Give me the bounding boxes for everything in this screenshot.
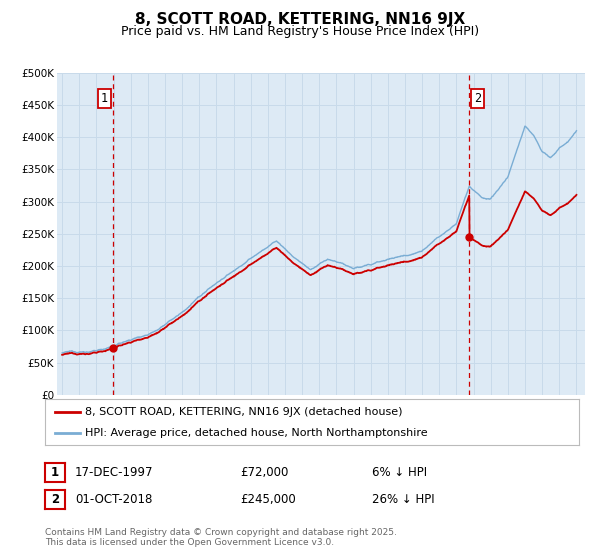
Text: 1: 1	[101, 92, 108, 105]
Text: Contains HM Land Registry data © Crown copyright and database right 2025.
This d: Contains HM Land Registry data © Crown c…	[45, 528, 397, 547]
Text: 01-OCT-2018: 01-OCT-2018	[75, 493, 152, 506]
Text: 8, SCOTT ROAD, KETTERING, NN16 9JX (detached house): 8, SCOTT ROAD, KETTERING, NN16 9JX (deta…	[85, 407, 403, 417]
Text: Price paid vs. HM Land Registry's House Price Index (HPI): Price paid vs. HM Land Registry's House …	[121, 25, 479, 38]
Text: 2: 2	[51, 493, 59, 506]
Text: 1: 1	[51, 465, 59, 479]
Text: 6% ↓ HPI: 6% ↓ HPI	[372, 465, 427, 479]
Text: £72,000: £72,000	[240, 465, 289, 479]
Text: 2: 2	[474, 92, 481, 105]
Text: 26% ↓ HPI: 26% ↓ HPI	[372, 493, 434, 506]
Text: 17-DEC-1997: 17-DEC-1997	[75, 465, 154, 479]
Text: £245,000: £245,000	[240, 493, 296, 506]
Text: 8, SCOTT ROAD, KETTERING, NN16 9JX: 8, SCOTT ROAD, KETTERING, NN16 9JX	[135, 12, 465, 27]
Text: HPI: Average price, detached house, North Northamptonshire: HPI: Average price, detached house, Nort…	[85, 428, 428, 438]
